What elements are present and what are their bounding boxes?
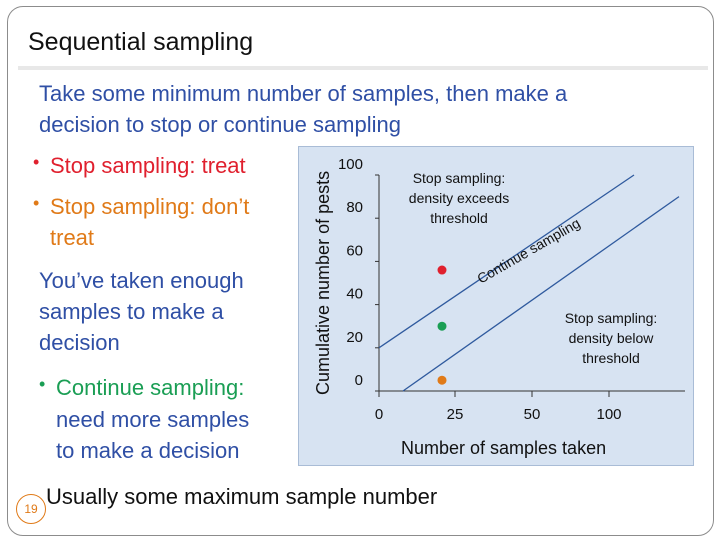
y-tick-label: 40 [346, 286, 363, 303]
x-tick-label: 50 [524, 406, 541, 423]
bullet-continue: • [39, 374, 46, 394]
intro-line-1: Take some minimum number of samples, the… [39, 81, 568, 106]
continue-line-1: Continue sampling: [56, 375, 245, 400]
x-tick-label: 0 [375, 406, 383, 423]
stop-dont-treat-line-1: Stop sampling: don’t [50, 194, 250, 219]
lower-annotation-line-2: density below [569, 330, 655, 346]
bullet-stop-dont-treat: • [33, 193, 40, 213]
continue-line-2: need more samples [56, 407, 250, 432]
enough-line-2: samples to make a [39, 299, 224, 324]
intro-line-2: decision to stop or continue sampling [39, 112, 401, 137]
y-tick-label: 0 [355, 372, 363, 389]
upper-threshold-line [378, 174, 635, 349]
y-tick-label: 100 [338, 156, 363, 173]
lower-annotation-line-1: Stop sampling: [565, 310, 658, 326]
upper-annotation-line-3: threshold [430, 210, 488, 226]
y-tick-label: 20 [346, 329, 363, 346]
title-divider [18, 66, 708, 70]
lower-annotation-line-3: threshold [582, 350, 640, 366]
y-tick-group: 0 20 40 60 80 100 [338, 156, 379, 392]
data-point [437, 265, 447, 275]
data-point [437, 321, 447, 331]
upper-annotation-line-1: Stop sampling: [413, 170, 506, 186]
slide-title: Sequential sampling [28, 28, 254, 56]
intro-text: Take some minimum number of samples, the… [39, 78, 639, 140]
stop-dont-treat-line-2: treat [50, 225, 95, 250]
enough-line-3: decision [39, 330, 120, 355]
data-point-group [437, 265, 447, 385]
y-axis-label: Cumulative number of pests [313, 171, 333, 395]
x-tick-label: 25 [447, 406, 464, 423]
x-tick-label: 100 [596, 406, 621, 423]
upper-annotation-line-2: density exceeds [409, 190, 509, 206]
slide-frame [7, 6, 714, 536]
stop-treat-text: Stop sampling: treat [50, 153, 246, 178]
chart-svg: 0 20 40 60 80 100 0 25 50 100 Number of samples … [313, 156, 685, 458]
sequential-sampling-chart: 0 20 40 60 80 100 0 25 50 100 Number of samples … [298, 146, 694, 466]
continue-line-3: to make a decision [56, 438, 240, 463]
max-sample-note: Usually some maximum sample number [46, 484, 438, 509]
x-tick-group: 0 25 50 100 [375, 391, 622, 423]
y-tick-label: 80 [346, 199, 363, 216]
bullet-stop-treat: • [33, 152, 40, 172]
x-axis-label: Number of samples taken [401, 438, 606, 458]
data-point [437, 375, 447, 385]
enough-line-1: You’ve taken enough [39, 268, 244, 293]
y-tick-label: 60 [346, 242, 363, 259]
slide-number: 19 [16, 494, 46, 524]
lower-threshold-line [402, 196, 680, 392]
